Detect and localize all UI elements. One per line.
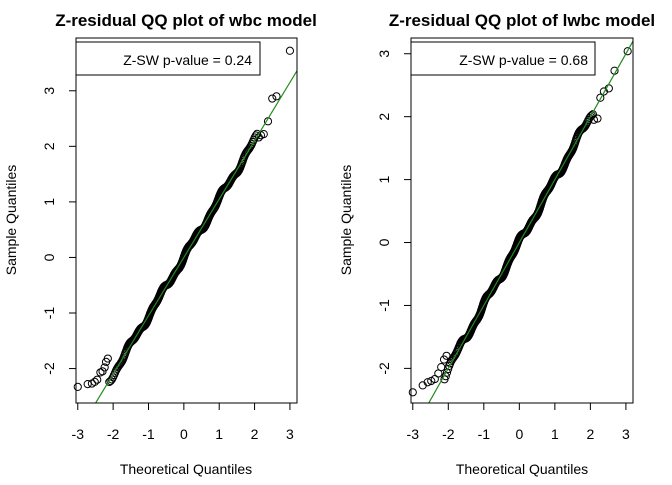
- y-tick-label: 1: [376, 175, 392, 183]
- qq-panel-wbc: Z-residual QQ plot of wbc model Theoreti…: [3, 11, 317, 477]
- x-axis-label: Theoretical Quantiles: [456, 461, 588, 477]
- legend-frame: [75, 41, 261, 76]
- data-point: [593, 114, 602, 123]
- axis-ticks: -3 -2 -1 0 1 2 3 -2 -1 0 1 2 3: [376, 50, 630, 442]
- data-point: [408, 388, 417, 397]
- data-point: [589, 115, 599, 124]
- x-tick-label: 0: [515, 426, 523, 442]
- data-point: [272, 92, 281, 101]
- data-point: [442, 351, 451, 360]
- legend-box: Z-SW p-value = 0.24: [75, 41, 261, 76]
- data-point: [430, 374, 439, 384]
- y-tick-label: -1: [41, 307, 57, 320]
- x-tick-label: -1: [142, 426, 155, 442]
- y-tick-label: 3: [41, 87, 57, 95]
- data-point: [285, 46, 295, 55]
- plot-frame: [75, 37, 298, 404]
- y-tick-label: -1: [376, 299, 392, 312]
- y-tick-label: 2: [41, 142, 57, 150]
- reference-line: [428, 39, 633, 403]
- plot-frame: [410, 37, 634, 404]
- x-tick-label: 2: [251, 426, 259, 442]
- data-point: [90, 377, 99, 386]
- legend-text: Z-SW p-value = 0.24: [123, 52, 252, 68]
- data-point: [259, 130, 268, 139]
- x-tick-label: -1: [478, 426, 491, 442]
- x-tick-label: 2: [586, 426, 594, 442]
- data-point: [93, 375, 102, 384]
- plot-marks: [73, 46, 297, 403]
- x-tick-label: -2: [442, 426, 455, 442]
- y-tick-label: 0: [376, 238, 392, 246]
- plot-marks: [408, 39, 633, 403]
- x-tick-label: -3: [407, 426, 420, 442]
- data-point: [100, 363, 109, 372]
- x-axis-label: Theoretical Quantiles: [120, 461, 252, 477]
- y-tick-label: -2: [376, 362, 392, 375]
- y-tick-label: -2: [41, 362, 57, 375]
- x-tick-label: 3: [286, 426, 294, 442]
- data-point: [98, 367, 107, 376]
- data-point: [623, 47, 632, 56]
- qq-panel-lwbc: Z-residual QQ plot of lwbc model Theoret…: [338, 11, 655, 477]
- x-tick-label: 1: [551, 426, 559, 442]
- axis-ticks: -3 -2 -1 0 1 2 3 -2 -1 0 1 2 3: [41, 87, 294, 442]
- x-tick-label: -3: [72, 426, 85, 442]
- x-tick-label: 0: [180, 426, 188, 442]
- x-tick-label: 1: [215, 426, 223, 442]
- data-point: [268, 94, 277, 103]
- y-axis-label: Sample Quantiles: [338, 165, 354, 276]
- x-tick-label: 3: [622, 426, 630, 442]
- data-point: [596, 93, 605, 102]
- data-point: [73, 382, 82, 391]
- legend-box: Z-SW p-value = 0.68: [410, 41, 596, 76]
- y-tick-label: 0: [41, 253, 57, 261]
- chart-title: Z-residual QQ plot of lwbc model: [389, 11, 655, 30]
- data-point: [96, 368, 105, 377]
- y-tick-label: 3: [376, 50, 392, 58]
- legend-text: Z-SW p-value = 0.68: [459, 52, 588, 68]
- data-point: [103, 354, 112, 363]
- y-axis-label: Sample Quantiles: [3, 165, 19, 276]
- data-point: [83, 380, 92, 389]
- chart-title: Z-residual QQ plot of wbc model: [55, 11, 317, 30]
- data-point: [437, 363, 446, 372]
- data-point: [423, 378, 432, 387]
- reference-line: [94, 69, 297, 403]
- y-tick-label: 1: [41, 198, 57, 206]
- data-point: [588, 110, 598, 119]
- y-tick-label: 2: [376, 113, 392, 121]
- x-tick-label: -2: [107, 426, 120, 442]
